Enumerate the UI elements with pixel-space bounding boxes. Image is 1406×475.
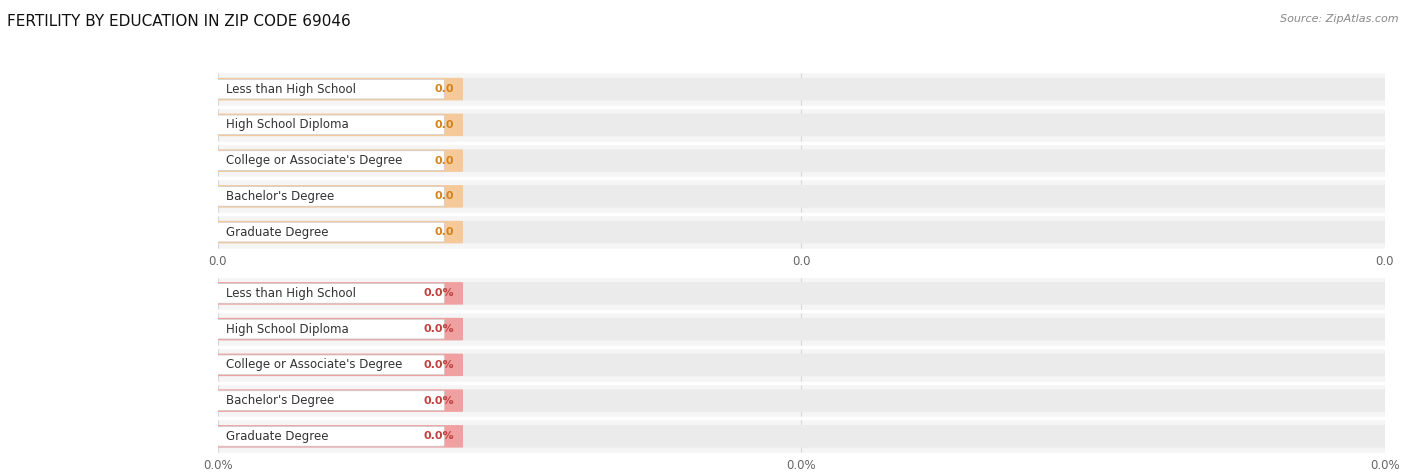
FancyBboxPatch shape [217, 222, 444, 242]
FancyBboxPatch shape [217, 79, 444, 99]
Text: 0.0%: 0.0% [423, 324, 454, 334]
FancyBboxPatch shape [212, 425, 463, 447]
FancyBboxPatch shape [212, 185, 1391, 208]
FancyBboxPatch shape [212, 185, 463, 208]
Text: 0.0%: 0.0% [423, 396, 454, 406]
FancyBboxPatch shape [212, 149, 463, 172]
FancyBboxPatch shape [217, 355, 444, 375]
FancyBboxPatch shape [212, 318, 463, 341]
FancyBboxPatch shape [212, 221, 463, 243]
FancyBboxPatch shape [217, 151, 444, 171]
Text: Bachelor's Degree: Bachelor's Degree [226, 190, 335, 203]
Text: 0.0: 0.0 [434, 191, 454, 201]
FancyBboxPatch shape [217, 319, 444, 339]
FancyBboxPatch shape [212, 149, 1391, 172]
Text: Source: ZipAtlas.com: Source: ZipAtlas.com [1281, 14, 1399, 24]
FancyBboxPatch shape [212, 282, 463, 304]
FancyBboxPatch shape [212, 390, 1391, 412]
FancyBboxPatch shape [217, 284, 444, 303]
Text: 0.0: 0.0 [434, 84, 454, 94]
FancyBboxPatch shape [212, 353, 463, 376]
FancyBboxPatch shape [212, 282, 1391, 304]
Text: 0.0%: 0.0% [423, 288, 454, 298]
Text: 0.0: 0.0 [434, 156, 454, 166]
FancyBboxPatch shape [212, 353, 1391, 376]
FancyBboxPatch shape [217, 187, 444, 206]
Text: FERTILITY BY EDUCATION IN ZIP CODE 69046: FERTILITY BY EDUCATION IN ZIP CODE 69046 [7, 14, 350, 29]
FancyBboxPatch shape [212, 390, 463, 412]
Text: Graduate Degree: Graduate Degree [226, 226, 329, 238]
FancyBboxPatch shape [217, 115, 444, 135]
Text: 0.0%: 0.0% [423, 431, 454, 441]
Text: 0.0: 0.0 [434, 120, 454, 130]
FancyBboxPatch shape [212, 425, 1391, 447]
Text: Bachelor's Degree: Bachelor's Degree [226, 394, 335, 407]
Text: 0.0: 0.0 [434, 227, 454, 237]
Text: College or Associate's Degree: College or Associate's Degree [226, 154, 402, 167]
FancyBboxPatch shape [212, 114, 463, 136]
Text: Graduate Degree: Graduate Degree [226, 430, 329, 443]
Text: High School Diploma: High School Diploma [226, 323, 349, 336]
Text: High School Diploma: High School Diploma [226, 118, 349, 132]
FancyBboxPatch shape [212, 318, 1391, 341]
Text: Less than High School: Less than High School [226, 287, 356, 300]
FancyBboxPatch shape [212, 78, 1391, 100]
FancyBboxPatch shape [212, 114, 1391, 136]
FancyBboxPatch shape [217, 427, 444, 446]
Text: Less than High School: Less than High School [226, 83, 356, 95]
FancyBboxPatch shape [217, 391, 444, 410]
FancyBboxPatch shape [212, 221, 1391, 243]
Text: 0.0%: 0.0% [423, 360, 454, 370]
FancyBboxPatch shape [212, 78, 463, 100]
Text: College or Associate's Degree: College or Associate's Degree [226, 358, 402, 371]
